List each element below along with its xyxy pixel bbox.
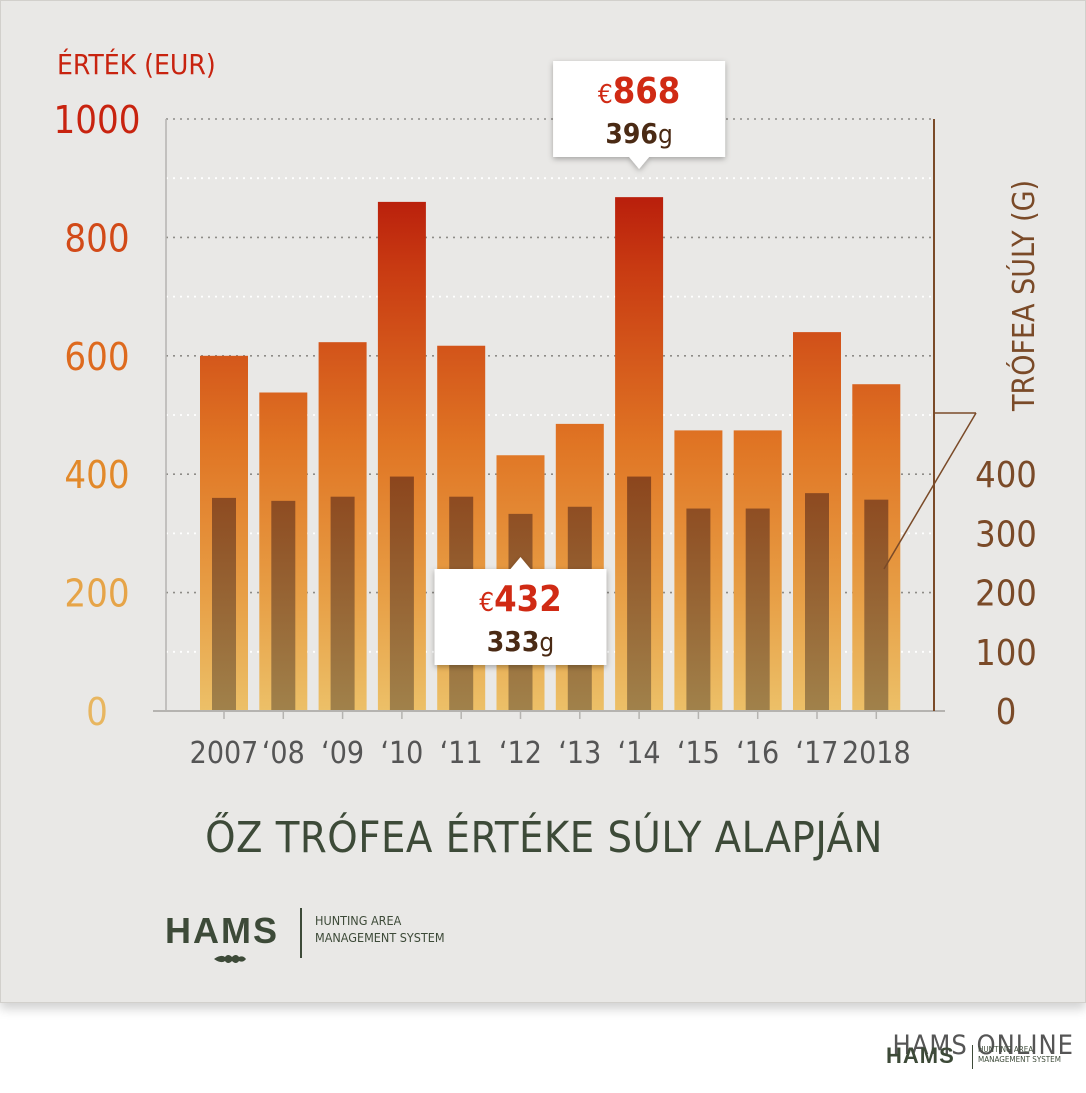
callout-value: €868 [598, 71, 681, 112]
oak-leaf-icon [214, 955, 246, 963]
left-axis-ticks: 1000 800 600 400 200 0 [54, 98, 141, 734]
weight-bar [389, 476, 414, 711]
weight-bar [805, 493, 829, 711]
left-tick-label: 600 [64, 335, 129, 379]
left-tick-label: 0 [86, 690, 108, 734]
x-tick-label: ‘08 [262, 736, 305, 771]
logo-line-1: HUNTING AREA [315, 913, 402, 928]
x-tick-label: ‘14 [618, 736, 661, 771]
callouts: €868 396g €432 333g [434, 61, 726, 665]
x-tick-label: ‘13 [558, 736, 601, 771]
callout-weight: 333g [487, 625, 554, 658]
left-tick-label: 200 [64, 572, 129, 616]
left-tick-label: 400 [64, 453, 129, 497]
right-tick-label: 400 [975, 455, 1037, 496]
logo-subtitle: HUNTING AREA MANAGEMENT SYSTEM [315, 912, 515, 946]
x-tick-label: ‘11 [440, 736, 483, 771]
logo-line-2: MANAGEMENT SYSTEM [315, 930, 445, 945]
x-tick-label: ‘15 [677, 736, 720, 771]
callout-box [553, 61, 726, 169]
weight-bar [864, 499, 889, 711]
right-tick-label: 300 [975, 514, 1037, 555]
x-tick-label: ‘12 [499, 736, 542, 771]
right-axis-leader-diagonal [883, 412, 977, 570]
x-axis-labels: 2007 ‘08 ‘09 ‘10 ‘11 ‘12 ‘13 ‘14 ‘15 ‘16 ‘17 2018 [190, 736, 911, 771]
weight-bar [745, 508, 770, 711]
x-tick-label: ‘09 [321, 736, 364, 771]
callout [553, 61, 726, 169]
left-tick-label: 1000 [54, 98, 141, 142]
footer-logo-divider [972, 1045, 973, 1069]
weight-bar [212, 497, 236, 711]
right-tick-label: 200 [975, 574, 1037, 615]
footer-hams-logo: HAMS HUNTING AREA MANAGEMENT SYSTEM [886, 1043, 1066, 1083]
footer-logo-name: HAMS [886, 1043, 955, 1068]
right-axis-label: TRÓFEA SÚLY (G) [1005, 180, 1042, 412]
right-axis-ticks: 400 300 200 100 0 [975, 455, 1037, 733]
x-tick-label: ‘16 [736, 736, 779, 771]
footer-brand: HAMS ONLINE [892, 1030, 1074, 1061]
callout [434, 557, 607, 665]
weight-bar [627, 476, 652, 711]
chart-title: ŐZ TRÓFEA ÉRTÉKE SÚLY ALAPJÁN [205, 813, 883, 863]
x-tick-label: 2018 [842, 736, 911, 771]
weight-bar [686, 508, 711, 711]
footer-logo-line-1: HUNTING AREA [978, 1045, 1034, 1054]
callout-value: €432 [479, 579, 562, 620]
callout-weight: 396g [605, 117, 672, 150]
x-tick-label: ‘17 [796, 736, 839, 771]
logo-divider [300, 908, 302, 958]
weight-bar [330, 496, 355, 711]
right-tick-label: 100 [975, 633, 1037, 674]
logo-name: HAMS [165, 910, 279, 951]
footer-logo-subtitle: HUNTING AREA MANAGEMENT SYSTEM [978, 1045, 1061, 1065]
left-tick-label: 800 [64, 216, 129, 260]
x-tick-label: ‘10 [380, 736, 423, 771]
callout-box [434, 557, 607, 665]
weight-bar [271, 500, 296, 711]
left-axis-label: ÉRTÉK (EUR) [57, 47, 216, 81]
chart-panel: 1000 800 600 400 200 0 400 300 200 100 0 2007 ‘08 ‘… [0, 0, 1086, 1003]
right-tick-label: 0 [996, 692, 1017, 733]
footer-logo-line-2: MANAGEMENT SYSTEM [978, 1055, 1061, 1064]
x-tick-label: 2007 [190, 736, 259, 771]
